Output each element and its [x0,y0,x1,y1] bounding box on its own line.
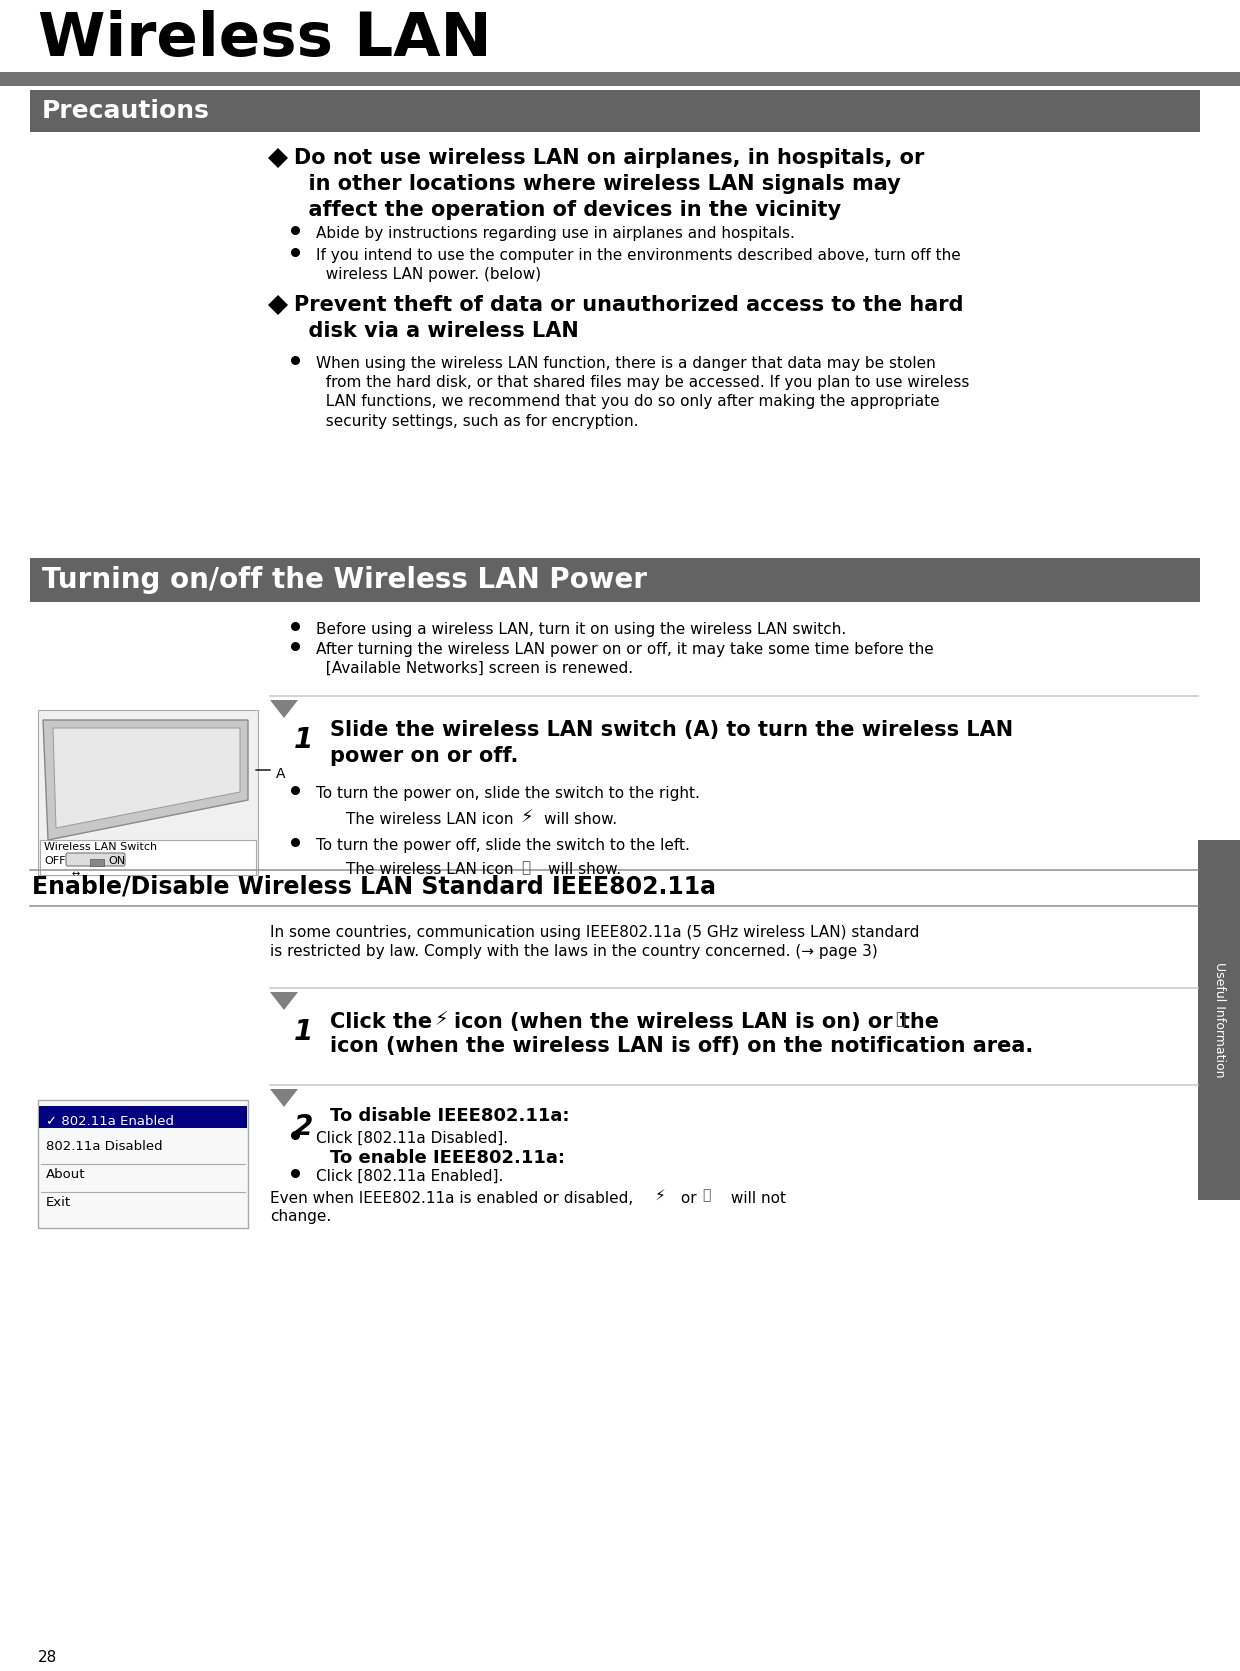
Text: To disable IEEE802.11a:: To disable IEEE802.11a: [330,1106,569,1125]
Text: ⚡: ⚡ [655,1188,666,1203]
Text: 802.11a Disabled: 802.11a Disabled [46,1140,162,1153]
Polygon shape [53,729,241,829]
Text: ⛔: ⛔ [895,1009,905,1028]
Text: OFF: OFF [43,856,66,866]
Polygon shape [270,700,298,719]
Text: Useful Information: Useful Information [1213,962,1225,1078]
Text: The wireless LAN icon: The wireless LAN icon [346,862,513,877]
Text: or: or [676,1191,697,1206]
Text: 28: 28 [38,1649,57,1664]
Text: ⛔: ⛔ [521,861,531,876]
Polygon shape [268,296,288,316]
Text: To turn the power on, slide the switch to the right.: To turn the power on, slide the switch t… [316,785,699,800]
Text: Enable/Disable Wireless LAN Standard IEEE802.11a: Enable/Disable Wireless LAN Standard IEE… [32,876,715,899]
Text: In some countries, communication using IEEE802.11a (5 GHz wireless LAN) standard: In some countries, communication using I… [270,926,919,959]
Bar [0,72,1240,85]
Text: ⛔: ⛔ [702,1188,711,1201]
Bar [40,841,255,876]
Polygon shape [270,1089,298,1106]
Text: will show.: will show. [548,862,621,877]
Bar [30,90,1200,132]
Text: Click [802.11a Enabled].: Click [802.11a Enabled]. [316,1170,503,1185]
Bar [38,710,258,876]
Bar [30,558,1200,602]
Text: Even when IEEE802.11a is enabled or disabled,: Even when IEEE802.11a is enabled or disa… [270,1191,634,1206]
Bar [38,1106,247,1128]
Text: Wireless LAN Switch: Wireless LAN Switch [43,842,157,852]
Text: If you intend to use the computer in the environments described above, turn off : If you intend to use the computer in the… [316,247,961,282]
Text: To turn the power off, slide the switch to the left.: To turn the power off, slide the switch … [316,837,689,852]
Text: Precautions: Precautions [42,99,210,124]
Text: Abide by instructions regarding use in airplanes and hospitals.: Abide by instructions regarding use in a… [316,226,795,241]
Text: 2: 2 [294,1113,314,1141]
Text: After turning the wireless LAN power on or off, it may take some time before the: After turning the wireless LAN power on … [316,642,934,677]
Text: Click the: Click the [330,1013,432,1033]
Text: To enable IEEE802.11a:: To enable IEEE802.11a: [330,1150,565,1166]
Text: Click [802.11a Disabled].: Click [802.11a Disabled]. [316,1131,508,1146]
Text: Wireless LAN: Wireless LAN [38,10,491,69]
Text: About: About [46,1168,86,1181]
Bar [1198,841,1240,1200]
Text: icon (when the wireless LAN is off) on the notification area.: icon (when the wireless LAN is off) on t… [330,1036,1033,1056]
FancyBboxPatch shape [66,852,125,866]
Text: Slide the wireless LAN switch (A) to turn the wireless LAN
power on or off.: Slide the wireless LAN switch (A) to tur… [330,720,1013,765]
Text: will show.: will show. [544,812,618,827]
Text: icon (when the wireless LAN is on) or the: icon (when the wireless LAN is on) or th… [454,1013,939,1033]
Text: Before using a wireless LAN, turn it on using the wireless LAN switch.: Before using a wireless LAN, turn it on … [316,622,846,637]
Text: ON: ON [108,856,125,866]
Text: 1: 1 [294,725,314,754]
Text: change.: change. [270,1210,331,1223]
Polygon shape [43,720,248,841]
Text: ⚡: ⚡ [521,809,533,827]
Text: The wireless LAN icon: The wireless LAN icon [346,812,513,827]
Text: When using the wireless LAN function, there is a danger that data may be stolen
: When using the wireless LAN function, th… [316,356,970,428]
Polygon shape [270,993,298,1009]
Text: Prevent theft of data or unauthorized access to the hard
  disk via a wireless L: Prevent theft of data or unauthorized ac… [294,296,963,341]
Text: ↔: ↔ [72,869,81,879]
Text: will not: will not [725,1191,786,1206]
Text: Do not use wireless LAN on airplanes, in hospitals, or
  in other locations wher: Do not use wireless LAN on airplanes, in… [294,149,924,221]
Text: Exit: Exit [46,1196,71,1210]
Text: ✓ 802.11a Enabled: ✓ 802.11a Enabled [46,1115,174,1128]
Text: Turning on/off the Wireless LAN Power: Turning on/off the Wireless LAN Power [42,566,647,593]
Text: 1: 1 [294,1018,314,1046]
Bar [38,1100,248,1228]
Text: A: A [277,767,285,780]
Polygon shape [268,149,288,169]
Text: ⚡: ⚡ [434,1009,448,1029]
Bar [91,859,104,866]
